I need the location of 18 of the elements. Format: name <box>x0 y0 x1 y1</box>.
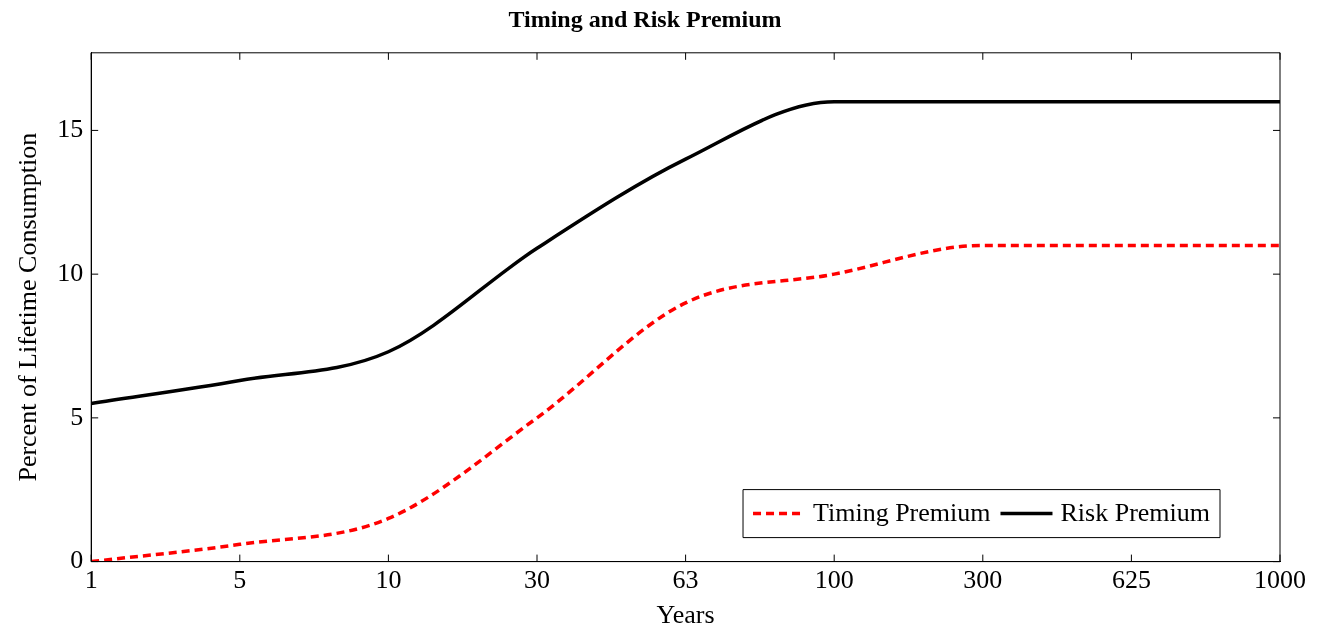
y-tick-label: 0 <box>70 545 84 575</box>
y-tick-label: 10 <box>57 257 84 287</box>
legend-label: Timing Premium <box>813 498 991 528</box>
x-tick-label: 1000 <box>1254 565 1306 595</box>
x-tick-label: 10 <box>375 565 402 595</box>
y-tick-label: 5 <box>70 401 84 431</box>
legend-label: Risk Premium <box>1060 498 1210 528</box>
x-tick-label: 5 <box>233 565 247 595</box>
x-tick-label: 63 <box>672 565 699 595</box>
chart-title: Timing and Risk Premium <box>508 5 782 32</box>
x-tick-label: 100 <box>814 565 854 595</box>
x-tick-label: 30 <box>524 565 550 595</box>
x-tick-label: 300 <box>963 565 1003 595</box>
x-tick-label: 1 <box>84 565 98 595</box>
x-axis-title: Years <box>656 600 715 630</box>
x-tick-label: 625 <box>1111 565 1151 595</box>
y-axis-title: Percent of Lifetime Consumption <box>13 132 43 482</box>
y-tick-label: 15 <box>57 114 84 144</box>
